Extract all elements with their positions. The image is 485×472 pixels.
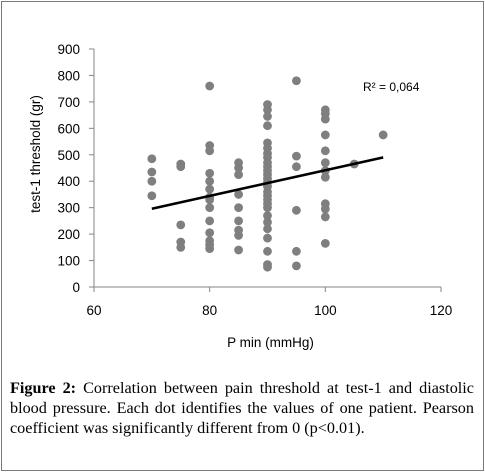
data-point <box>263 112 272 121</box>
data-point <box>234 163 243 173</box>
data-point <box>320 130 330 140</box>
data-point <box>263 203 272 213</box>
y-tick-label: 0 <box>72 280 80 295</box>
y-tick-label: 700 <box>57 95 80 110</box>
data-point <box>263 246 272 256</box>
y-tick-label: 100 <box>57 254 80 269</box>
data-point <box>147 176 157 186</box>
x-tick-label: 120 <box>430 303 453 318</box>
data-point <box>205 146 215 156</box>
data-point <box>176 220 186 230</box>
figure-caption: Figure 2: Correlation between pain thres… <box>10 378 474 438</box>
x-tick-label: 60 <box>86 303 101 318</box>
y-tick-label: 200 <box>57 227 80 242</box>
caption-text: Correlation between pain threshold at te… <box>10 379 474 437</box>
caption-label: Figure 2: <box>10 379 77 397</box>
data-point <box>292 162 301 172</box>
y-tick-label: 400 <box>57 174 80 189</box>
trendline <box>151 156 384 210</box>
data-point <box>147 191 157 201</box>
y-tick-label: 500 <box>57 148 80 163</box>
data-point <box>234 231 243 240</box>
data-point <box>234 245 243 255</box>
data-point <box>263 233 272 243</box>
data-point <box>292 246 301 256</box>
data-point <box>263 105 272 115</box>
y-tick-label: 800 <box>57 68 80 83</box>
data-point <box>292 261 301 271</box>
data-point <box>320 172 330 182</box>
y-tick-label: 600 <box>57 121 80 136</box>
data-point <box>205 228 215 238</box>
data-point <box>378 130 388 140</box>
scatter-chart: 0 100 200 300 400 500 600 700 800 900 60 80 100 120 R… <box>28 42 452 350</box>
data-points <box>147 76 388 272</box>
data-point <box>320 212 330 222</box>
data-point <box>263 224 272 234</box>
data-point <box>205 203 215 213</box>
r-squared-annotation: R² = 0,064 <box>363 80 420 94</box>
x-axis-label: P min (mmHg) <box>227 335 314 350</box>
data-point <box>292 151 301 161</box>
data-point <box>263 121 272 131</box>
trendline-group <box>151 156 384 210</box>
data-point <box>205 216 215 226</box>
data-point <box>205 81 215 91</box>
data-point <box>292 205 301 215</box>
data-point <box>234 190 243 199</box>
data-point <box>320 158 330 168</box>
data-point <box>263 211 272 221</box>
y-axis-label: test-1 threshold (gr) <box>28 95 43 213</box>
y-tick-label: 900 <box>57 42 80 57</box>
data-point <box>176 242 186 252</box>
data-point <box>320 146 330 156</box>
data-point <box>205 244 215 254</box>
data-point <box>292 76 301 86</box>
data-point <box>205 184 215 194</box>
y-tick-label: 300 <box>57 201 80 216</box>
data-point <box>320 114 330 124</box>
data-point <box>263 217 272 227</box>
data-point <box>320 204 330 214</box>
data-point <box>205 168 215 178</box>
x-tick-label: 80 <box>202 303 217 318</box>
data-point <box>263 262 272 272</box>
data-point <box>147 154 157 164</box>
data-point <box>147 167 157 177</box>
data-point <box>234 170 243 180</box>
data-point <box>320 238 330 248</box>
data-point <box>205 176 215 186</box>
chart-axes: 0 100 200 300 400 500 600 700 800 900 60 80 100 120 <box>57 42 452 318</box>
x-tick-label: 100 <box>314 303 337 318</box>
data-point <box>176 162 186 172</box>
data-point <box>234 216 243 226</box>
data-point <box>234 203 243 213</box>
